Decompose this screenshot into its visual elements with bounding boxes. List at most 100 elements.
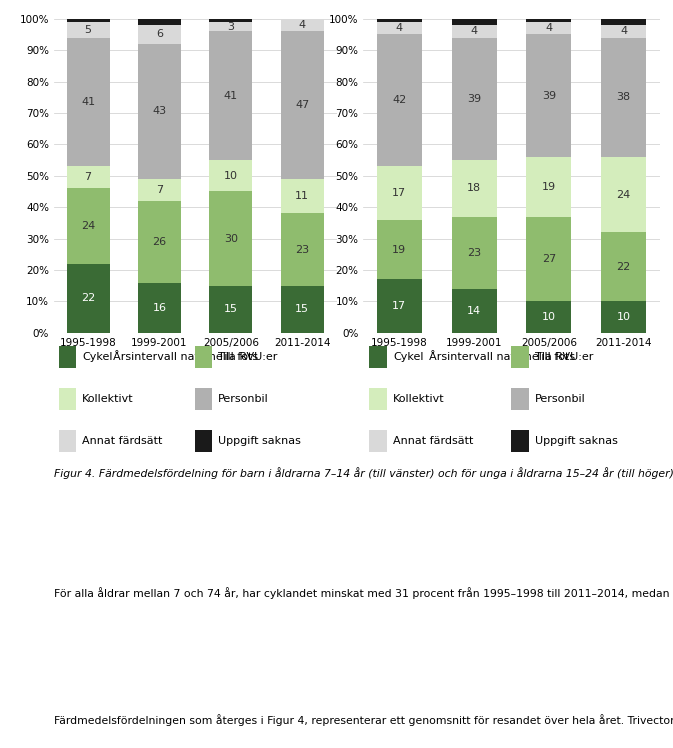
Bar (281, 179, 324, 213)
Bar (209, 31, 252, 160)
Bar (138, 179, 181, 201)
Bar (138, 283, 181, 333)
Bar (138, 25, 181, 44)
Text: 6: 6 (156, 29, 163, 40)
Bar (59, 388, 77, 410)
Text: För alla åldrar mellan 7 och 74 år, har cyklandet minskat med 31 procent från 19: För alla åldrar mellan 7 och 74 år, har … (54, 587, 673, 599)
Text: 5: 5 (85, 25, 92, 34)
Text: 43: 43 (152, 106, 166, 117)
Bar (377, 166, 422, 220)
Text: 23: 23 (295, 245, 310, 254)
Text: 42: 42 (392, 96, 406, 105)
Bar (511, 430, 529, 452)
Bar (377, 220, 422, 280)
Bar (67, 22, 110, 37)
Text: 10: 10 (224, 171, 238, 181)
Bar (511, 388, 529, 410)
X-axis label: Årsintervall nationella RVU:er: Årsintervall nationella RVU:er (429, 352, 594, 362)
Bar (377, 34, 422, 166)
Bar (138, 44, 181, 179)
Bar (452, 37, 497, 160)
Text: 41: 41 (224, 91, 238, 101)
Bar (369, 430, 387, 452)
Text: 19: 19 (392, 245, 406, 254)
Text: 17: 17 (392, 301, 406, 311)
X-axis label: Årsintervall nationella RVU:er: Årsintervall nationella RVU:er (113, 352, 277, 362)
Bar (377, 22, 422, 34)
Bar (67, 264, 110, 333)
Bar (195, 388, 212, 410)
Bar (281, 213, 324, 286)
Bar (59, 430, 77, 452)
Bar (138, 19, 181, 25)
Text: 7: 7 (156, 185, 163, 195)
Bar (601, 233, 646, 301)
Text: 39: 39 (542, 91, 556, 101)
Bar (281, 286, 324, 333)
Bar (59, 346, 77, 368)
Text: Till fots: Till fots (535, 352, 575, 362)
Bar (195, 346, 212, 368)
Text: Annat färdsätt: Annat färdsätt (82, 436, 162, 446)
Text: 27: 27 (542, 254, 556, 264)
Text: Till fots: Till fots (218, 352, 258, 362)
Text: Cykel: Cykel (393, 352, 423, 362)
Text: Figur 4. Färdmedelsfördelning för barn i åldrarna 7–14 år (till vänster) och för: Figur 4. Färdmedelsfördelning för barn i… (54, 468, 673, 479)
Text: 14: 14 (467, 306, 481, 316)
Bar (209, 191, 252, 286)
Bar (209, 286, 252, 333)
Bar (281, 19, 324, 31)
Text: Cykel: Cykel (82, 352, 112, 362)
Bar (452, 160, 497, 217)
Bar (377, 280, 422, 333)
Bar (601, 37, 646, 157)
Text: 41: 41 (81, 97, 95, 107)
Bar (67, 188, 110, 264)
Bar (601, 157, 646, 233)
Bar (209, 160, 252, 191)
Bar (526, 22, 571, 34)
Bar (67, 166, 110, 188)
Text: 23: 23 (467, 248, 481, 258)
Text: 22: 22 (81, 293, 95, 303)
Text: Färdmedelsfördelningen som återges i Figur 4, representerar ett genomsnitt för r: Färdmedelsfördelningen som återges i Fig… (54, 714, 673, 726)
Text: 30: 30 (224, 233, 238, 244)
Text: 3: 3 (227, 22, 234, 31)
Text: Uppgift saknas: Uppgift saknas (535, 436, 618, 446)
Bar (601, 25, 646, 37)
Bar (138, 201, 181, 283)
Text: 24: 24 (616, 190, 631, 200)
Bar (209, 22, 252, 31)
Text: Uppgift saknas: Uppgift saknas (218, 436, 301, 446)
Text: 17: 17 (392, 188, 406, 198)
Text: Kollektivt: Kollektivt (82, 394, 134, 404)
Text: 26: 26 (152, 237, 166, 247)
Text: 16: 16 (153, 303, 166, 313)
Text: 24: 24 (81, 221, 95, 231)
Text: 11: 11 (295, 191, 309, 201)
Text: 10: 10 (616, 312, 631, 322)
Text: 47: 47 (295, 100, 310, 110)
Text: 7: 7 (85, 172, 92, 183)
Bar (526, 19, 571, 22)
Text: 19: 19 (542, 182, 556, 191)
Bar (209, 19, 252, 22)
Bar (452, 19, 497, 25)
Bar (195, 430, 212, 452)
Bar (67, 37, 110, 166)
Text: 38: 38 (616, 92, 631, 102)
Bar (526, 157, 571, 217)
Bar (369, 388, 387, 410)
Bar (526, 34, 571, 157)
Bar (452, 25, 497, 37)
Text: Kollektivt: Kollektivt (393, 394, 445, 404)
Text: 4: 4 (545, 23, 553, 33)
Text: 15: 15 (224, 304, 238, 314)
Text: 39: 39 (467, 94, 481, 104)
Bar (377, 19, 422, 22)
Bar (67, 19, 110, 22)
Bar (511, 346, 529, 368)
Text: 4: 4 (620, 26, 627, 36)
Text: Personbil: Personbil (218, 394, 269, 404)
Bar (281, 31, 324, 179)
